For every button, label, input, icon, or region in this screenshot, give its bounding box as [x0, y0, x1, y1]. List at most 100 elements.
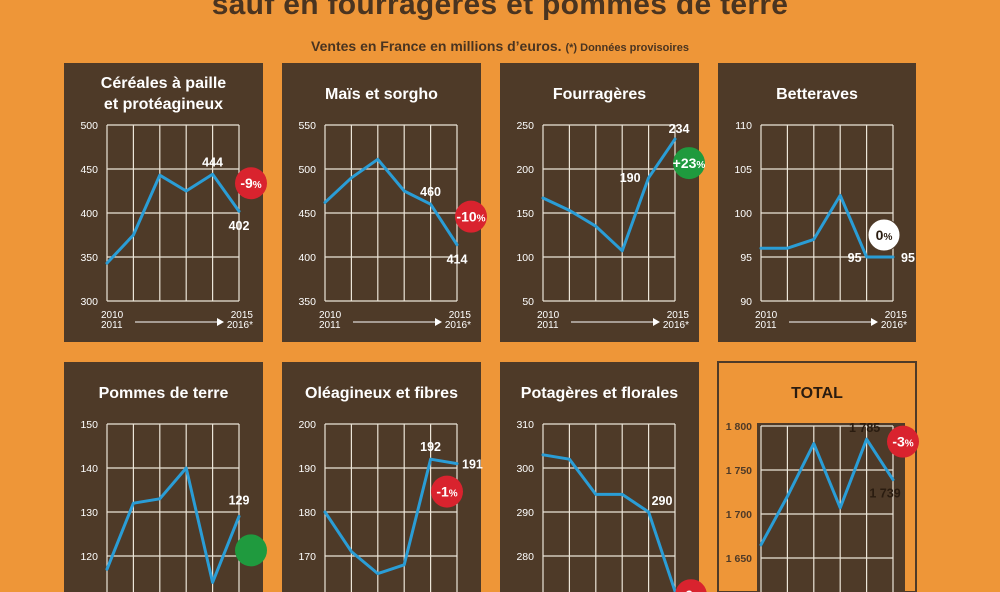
y-tick-label: 300 — [516, 463, 534, 475]
panel-background — [718, 63, 916, 342]
x-start-label: 2010 — [101, 310, 124, 321]
y-tick-label: 170 — [298, 551, 316, 563]
y-tick-label: 140 — [80, 463, 98, 475]
x-start-label: 2010 — [755, 310, 778, 321]
y-tick-label: 450 — [298, 208, 316, 220]
x-end-label: 2015 — [231, 310, 254, 321]
chart-title: Betteraves — [776, 86, 858, 103]
chart-title: Oléagineux et fibres — [305, 385, 458, 402]
panel-background — [500, 362, 699, 592]
data-label: 234 — [669, 122, 690, 136]
data-label: 129 — [229, 493, 250, 507]
y-tick-label: 350 — [298, 296, 316, 308]
y-tick-label: 190 — [298, 463, 316, 475]
y-tick-label: 500 — [80, 120, 98, 132]
y-tick-label: 110 — [735, 120, 752, 132]
y-tick-label: 120 — [80, 551, 98, 563]
data-label: 402 — [229, 219, 250, 233]
x-end-label: 2016* — [227, 320, 253, 331]
x-end-label: 2015 — [885, 310, 908, 321]
series-line — [105, 172, 241, 265]
y-tick-label: 100 — [516, 252, 534, 264]
y-tick-label: 200 — [516, 164, 534, 176]
data-label: 444 — [202, 155, 223, 169]
change-badge — [235, 167, 267, 200]
y-tick-label: 350 — [80, 252, 98, 264]
x-end-label: 2016* — [881, 320, 907, 331]
y-tick-label: 1 650 — [726, 553, 752, 565]
y-tick-label: 450 — [80, 164, 98, 176]
chart-title: Potagères et florales — [521, 385, 679, 402]
percent-sign: % — [449, 489, 458, 500]
data-label: 414 — [447, 253, 468, 267]
x-start-label: 2011 — [101, 320, 123, 331]
x-start-label: 2011 — [755, 320, 777, 331]
y-tick-label: 150 — [516, 208, 534, 220]
y-tick-label: 250 — [516, 120, 534, 132]
y-tick-label: 550 — [298, 120, 316, 132]
chart-panel-6: Oléagineux et fibres200190180170192191-1… — [282, 362, 483, 592]
charts-grid: Céréales à paille et protéagineux 500 450 40… — [64, 63, 919, 592]
y-tick-label: 100 — [734, 208, 752, 220]
y-tick-label: 310 — [516, 419, 534, 431]
y-tick-label: 1 750 — [726, 465, 752, 477]
series-line — [541, 137, 677, 253]
subtitle: Ventes en France en millions d’euros. (*… — [0, 38, 1000, 54]
percent-sign: % — [477, 214, 486, 225]
chart-title: Maïs et sorgho — [325, 86, 438, 103]
x-start-label: 2010 — [319, 310, 342, 321]
panel-background — [64, 63, 263, 342]
panel-background — [500, 63, 699, 342]
series-line — [323, 157, 459, 247]
data-label: 1 739 — [869, 487, 900, 501]
change-badge — [455, 200, 487, 233]
data-label: 191 — [462, 458, 483, 472]
x-end-label: 2016* — [663, 320, 689, 331]
y-tick-label: 95 — [740, 252, 752, 264]
change-badge — [887, 425, 919, 458]
y-tick-label: 280 — [516, 551, 534, 563]
x-end-label: 2016* — [445, 320, 471, 331]
subtitle-main: Ventes en France en millions d’euros. — [311, 38, 562, 54]
series-line — [541, 453, 677, 592]
y-tick-label: 150 — [80, 419, 98, 431]
y-tick-label: 1 700 — [726, 509, 752, 521]
panel-background — [282, 63, 481, 342]
y-tick-label: 50 — [522, 296, 534, 308]
chart-panel-1: Céréales à paille et protéagineux 500 450 40… — [64, 63, 267, 342]
y-tick-label: 105 — [734, 164, 752, 176]
page-title: sauf en fourragères et pommes de terre — [211, 0, 789, 21]
chart-title: et protéagineux — [104, 96, 223, 113]
y-tick-label: 1 800 — [726, 421, 752, 433]
y-tick-label: 290 — [516, 507, 534, 519]
percent-sign: % — [696, 160, 705, 171]
chart-panel-5: Pommes de terre 150 140 130 120 129 — [64, 362, 267, 592]
x-end-label: 2015 — [449, 310, 472, 321]
time-arrow-head — [871, 318, 878, 326]
time-arrow-head — [653, 318, 660, 326]
change-badge — [235, 534, 267, 567]
y-tick-label: 400 — [80, 208, 98, 220]
y-tick-label: 400 — [298, 252, 316, 264]
chart-title: Céréales à paille — [101, 75, 227, 92]
chart-title: TOTAL — [791, 385, 843, 402]
time-arrow-head — [217, 318, 224, 326]
x-start-label: 2010 — [537, 310, 560, 321]
data-label: 1 785 — [849, 421, 880, 435]
x-start-label: 2011 — [537, 320, 559, 331]
percent-sign: % — [253, 180, 262, 191]
change-badge — [867, 218, 901, 252]
y-tick-label: 200 — [298, 419, 316, 431]
y-tick-label: 300 — [80, 296, 98, 308]
subtitle-note: (*) Données provisoires — [565, 42, 689, 54]
data-label: 290 — [652, 494, 673, 508]
percent-sign: % — [905, 439, 914, 450]
data-label: 190 — [620, 171, 641, 185]
y-tick-label: 180 — [298, 507, 316, 519]
chart-title: Pommes de terre — [99, 385, 229, 402]
